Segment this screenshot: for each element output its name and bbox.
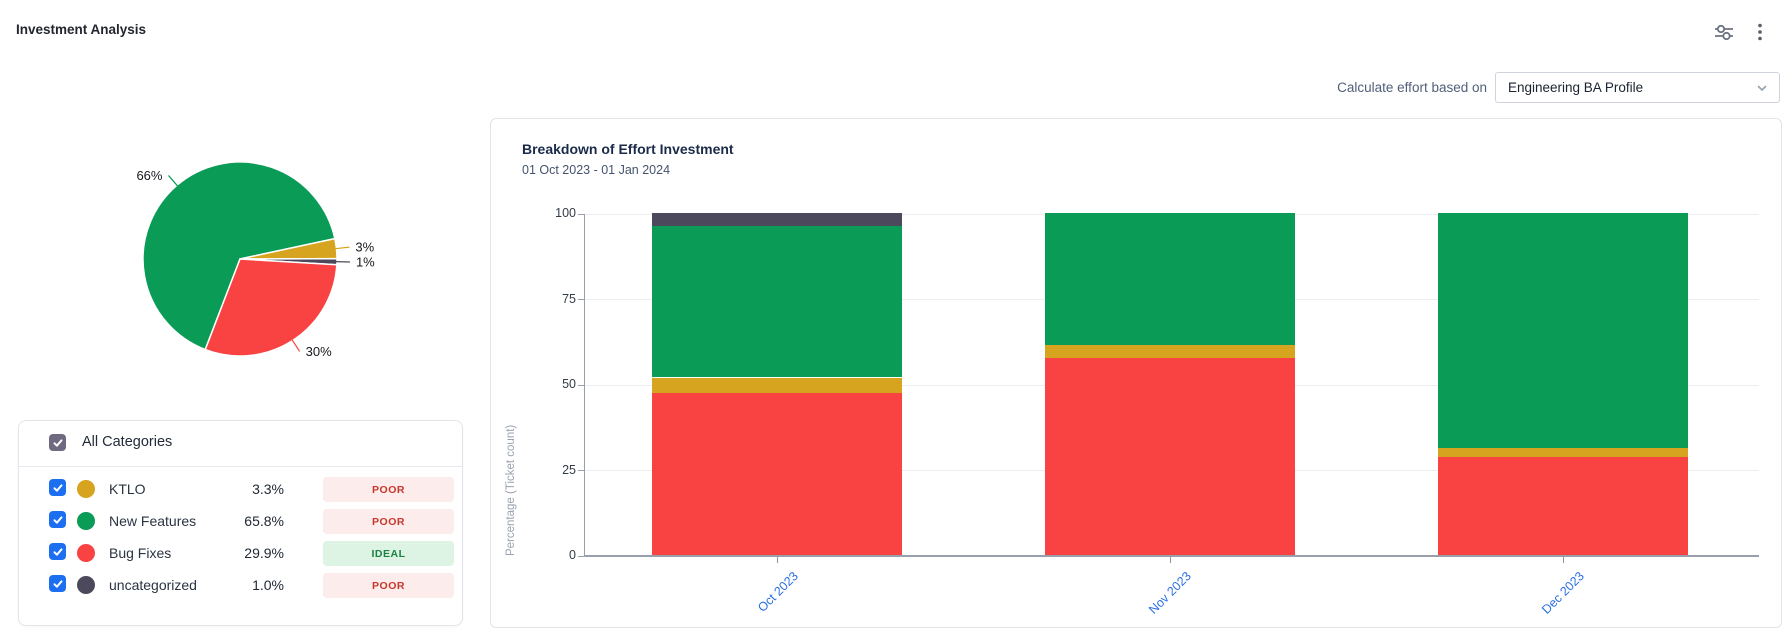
bar-segment-uncategorized[interactable] (652, 213, 902, 227)
all-categories-checkbox[interactable] (49, 434, 66, 451)
bar-segment-new-features[interactable] (1045, 213, 1295, 346)
category-percentage: 3.3% (252, 481, 284, 497)
x-tick-mark (777, 557, 778, 563)
check-icon (53, 579, 62, 588)
profile-dropdown[interactable]: Engineering BA Profile (1495, 72, 1780, 103)
y-tick-label: 50 (562, 377, 576, 391)
y-tick-label: 100 (555, 206, 576, 220)
calculate-effort-label: Calculate effort based on (1337, 80, 1487, 95)
all-categories-label: All Categories (82, 434, 173, 450)
pie-percentage-label: 30% (306, 344, 332, 359)
category-checkbox[interactable] (49, 575, 66, 592)
page-title: Investment Analysis (16, 22, 147, 37)
check-icon (53, 438, 62, 447)
category-name: KTLO (109, 481, 146, 497)
x-axis-label-dec-2023[interactable]: Dec 2023 (1539, 569, 1587, 617)
chart-date-range: 01 Oct 2023 - 01 Jan 2024 (522, 163, 671, 177)
y-tick-mark (578, 213, 585, 215)
category-row-new-features: New Features 65.8% POOR (19, 505, 462, 537)
category-percentage: 29.9% (244, 545, 284, 561)
x-tick-mark (1563, 557, 1564, 563)
pie-percentage-label: 1% (356, 254, 375, 269)
category-row-ktlo: KTLO 3.3% POOR (19, 473, 462, 505)
y-tick-mark (578, 555, 585, 557)
category-row-uncategorized: uncategorized 1.0% POOR (19, 569, 462, 601)
categories-panel: All Categories KTLO 3.3% POOR New Features 6… (18, 420, 463, 626)
pie-label-leader-line (335, 246, 350, 250)
category-checkbox[interactable] (49, 511, 66, 528)
stacked-bar-nov-2023 (1045, 213, 1295, 555)
x-axis-label-oct-2023[interactable]: Oct 2023 (755, 569, 801, 615)
category-status-badge: POOR (323, 573, 454, 598)
bar-segment-bug-fixes[interactable] (652, 392, 902, 555)
y-tick-label: 0 (569, 548, 576, 562)
chart-title: Breakdown of Effort Investment (522, 141, 734, 157)
check-icon (53, 483, 62, 492)
stacked-bar-dec-2023 (1438, 213, 1688, 555)
category-status-badge: POOR (323, 477, 454, 502)
category-color-dot (77, 544, 95, 562)
y-tick-label: 75 (562, 291, 576, 306)
investment-pie-chart: 66% 3%1% 30% (136, 161, 375, 359)
bar-segment-ktlo[interactable] (1438, 448, 1688, 458)
y-axis-line (584, 214, 585, 556)
y-tick-label: 25 (562, 462, 576, 477)
category-color-dot (77, 512, 95, 530)
category-percentage: 65.8% (244, 513, 284, 529)
y-tick-mark (578, 299, 585, 300)
check-icon (53, 547, 62, 556)
stacked-bar-plot: Oct 2023 Nov 2023 Dec 2023 (584, 213, 1759, 617)
chevron-down-icon (1757, 85, 1767, 91)
kebab-menu-icon[interactable] (1748, 20, 1772, 44)
profile-dropdown-value: Engineering BA Profile (1508, 80, 1644, 95)
category-status-badge: IDEAL (323, 541, 454, 566)
category-checkbox[interactable] (49, 479, 66, 496)
category-percentage: 1.0% (252, 577, 284, 593)
x-axis-line (584, 555, 1759, 557)
bar-segment-new-features[interactable] (652, 226, 902, 378)
pie-label-leader-line (168, 175, 179, 187)
category-row-bug-fixes: Bug Fixes 29.9% IDEAL (19, 537, 462, 569)
pie-label-leader-line (291, 339, 301, 352)
check-icon (53, 515, 62, 524)
y-tick-mark (578, 384, 585, 386)
x-axis-label-nov-2023[interactable]: Nov 2023 (1146, 569, 1194, 617)
category-checkbox[interactable] (49, 543, 66, 560)
category-status-badge: POOR (323, 509, 454, 534)
category-name: Bug Fixes (109, 545, 172, 561)
category-color-dot (77, 480, 95, 498)
all-categories-row: All Categories (19, 421, 462, 466)
divider (19, 466, 462, 467)
pie-percentage-label: 3% (355, 240, 374, 255)
category-name: New Features (109, 513, 197, 529)
x-tick-mark (1170, 557, 1171, 563)
bar-segment-ktlo[interactable] (652, 377, 902, 393)
bar-segment-bug-fixes[interactable] (1045, 357, 1295, 555)
category-color-dot (77, 576, 95, 594)
bar-segment-bug-fixes[interactable] (1438, 457, 1688, 555)
sliders-icon[interactable] (1712, 20, 1736, 44)
bar-segment-new-features[interactable] (1438, 213, 1688, 449)
stacked-bar-oct-2023 (652, 213, 902, 555)
effort-breakdown-panel: Breakdown of Effort Investment 01 Oct 20… (490, 118, 1782, 628)
pie-percentage-label: 66% (136, 168, 162, 183)
bar-segment-ktlo[interactable] (1045, 345, 1295, 358)
category-name: uncategorized (109, 577, 197, 593)
y-tick-mark (578, 470, 585, 471)
